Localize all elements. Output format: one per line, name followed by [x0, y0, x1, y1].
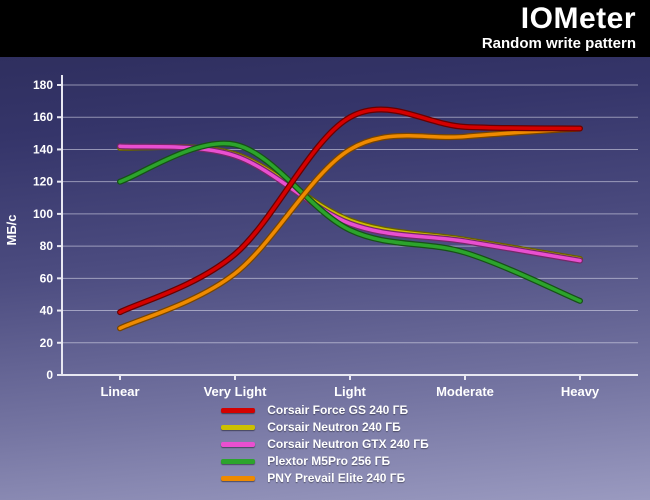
header-bar: IOMeter Random write pattern: [0, 0, 650, 57]
chart-subtitle: Random write pattern: [481, 35, 636, 52]
series-line: [118, 126, 582, 331]
legend-label: PNY Prevail Elite 240 ГБ: [267, 471, 406, 485]
y-tick-label: 160: [33, 110, 53, 124]
y-tick-label: 0: [46, 368, 53, 382]
y-tick-label: 180: [33, 78, 53, 92]
legend-swatch-yellow: [221, 424, 256, 430]
x-axis-label: Moderate: [436, 384, 494, 399]
legend-swatch-red: [221, 407, 256, 413]
y-tick-label: 40: [40, 304, 54, 318]
legend-item: Corsair Force GS 240 ГБ: [221, 403, 428, 417]
x-axis-label: Heavy: [561, 384, 600, 399]
legend-swatch-orange: [221, 475, 256, 481]
series-line: [118, 145, 582, 261]
series-line: [118, 144, 582, 263]
x-axis-label: Linear: [100, 384, 139, 399]
legend-label: Plextor M5Pro 256 ГБ: [267, 454, 391, 468]
series-line: [118, 107, 582, 314]
series-line: [118, 141, 582, 303]
legend: Corsair Force GS 240 ГБ Corsair Neutron …: [0, 403, 650, 485]
y-axis-title: МБ/с: [4, 214, 19, 245]
line-chart: 0 20 40 60 80 100 120 140 160 180 Linear Very Light…: [4, 75, 638, 399]
y-tick-label: 20: [40, 336, 54, 350]
x-axis-label: Light: [334, 384, 366, 399]
x-axis-label: Very Light: [204, 384, 268, 399]
legend-items: Corsair Force GS 240 ГБ Corsair Neutron …: [221, 403, 429, 485]
legend-item: Plextor M5Pro 256 ГБ: [221, 454, 428, 468]
legend-label: Corsair Neutron 240 ГБ: [267, 420, 401, 434]
y-tick-label: 60: [40, 271, 54, 285]
chart-title: IOMeter: [520, 2, 636, 35]
legend-item: PNY Prevail Elite 240 ГБ: [221, 471, 428, 485]
legend-item: Corsair Neutron 240 ГБ: [221, 420, 428, 434]
legend-swatch-magenta: [221, 441, 256, 447]
y-tick-label: 140: [33, 142, 53, 156]
y-tick-label: 100: [33, 207, 53, 221]
series-outline: [117, 143, 583, 264]
legend-item: Corsair Neutron GTX 240 ГБ: [221, 437, 429, 451]
series-outline: [117, 143, 583, 262]
legend-swatch-green: [221, 458, 256, 464]
legend-label: Corsair Force GS 240 ГБ: [267, 403, 409, 417]
y-tick-label: 120: [33, 175, 53, 189]
legend-label: Corsair Neutron GTX 240 ГБ: [267, 437, 429, 451]
y-tick-label: 80: [40, 239, 54, 253]
